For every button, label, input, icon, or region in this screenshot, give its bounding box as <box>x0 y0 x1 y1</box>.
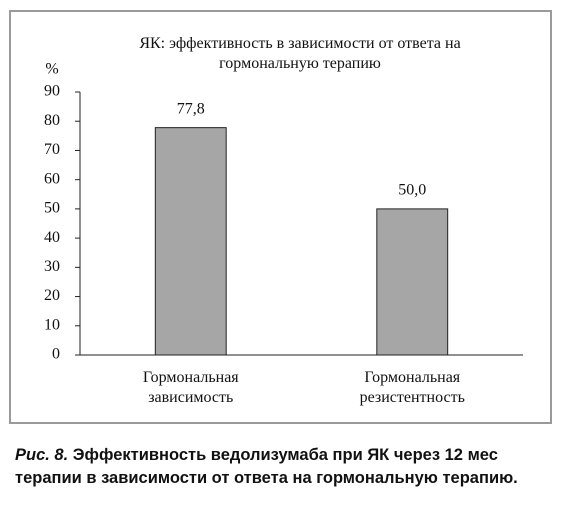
y-tick-label: 50 <box>44 200 60 217</box>
bar <box>376 208 449 356</box>
y-tick-label: 40 <box>44 229 60 246</box>
y-tick-label: 20 <box>44 287 60 304</box>
caption-text: Эффективность ведолизумаба при ЯК через … <box>15 446 518 487</box>
caption-label: Рис. 8. <box>15 446 69 464</box>
y-tick-label: 80 <box>44 112 60 129</box>
chart-frame <box>9 10 552 424</box>
y-tick-label: 60 <box>44 170 60 187</box>
chart-title: ЯК: эффективность в зависимости от ответ… <box>139 35 461 72</box>
value-label: 50,0 <box>398 182 426 199</box>
y-tick-label: 30 <box>44 258 60 275</box>
figure-caption: Рис. 8. Эффективность ведолизумаба при Я… <box>15 444 560 490</box>
y-axis-label: % <box>45 61 58 78</box>
bar <box>154 127 227 356</box>
chart: % 0 10 20 30 40 50 60 70 80 90 77,8 50,0 <box>44 61 523 363</box>
y-tick-label: 90 <box>44 83 60 100</box>
y-tick-label: 0 <box>52 346 60 363</box>
x-tick-label: Гормональная зависимость <box>142 369 239 406</box>
y-tick-label: 70 <box>44 141 60 158</box>
x-tick-label: Гормональная резистентность <box>359 369 465 406</box>
value-label: 77,8 <box>177 100 205 117</box>
y-tick-label: 10 <box>44 316 60 333</box>
